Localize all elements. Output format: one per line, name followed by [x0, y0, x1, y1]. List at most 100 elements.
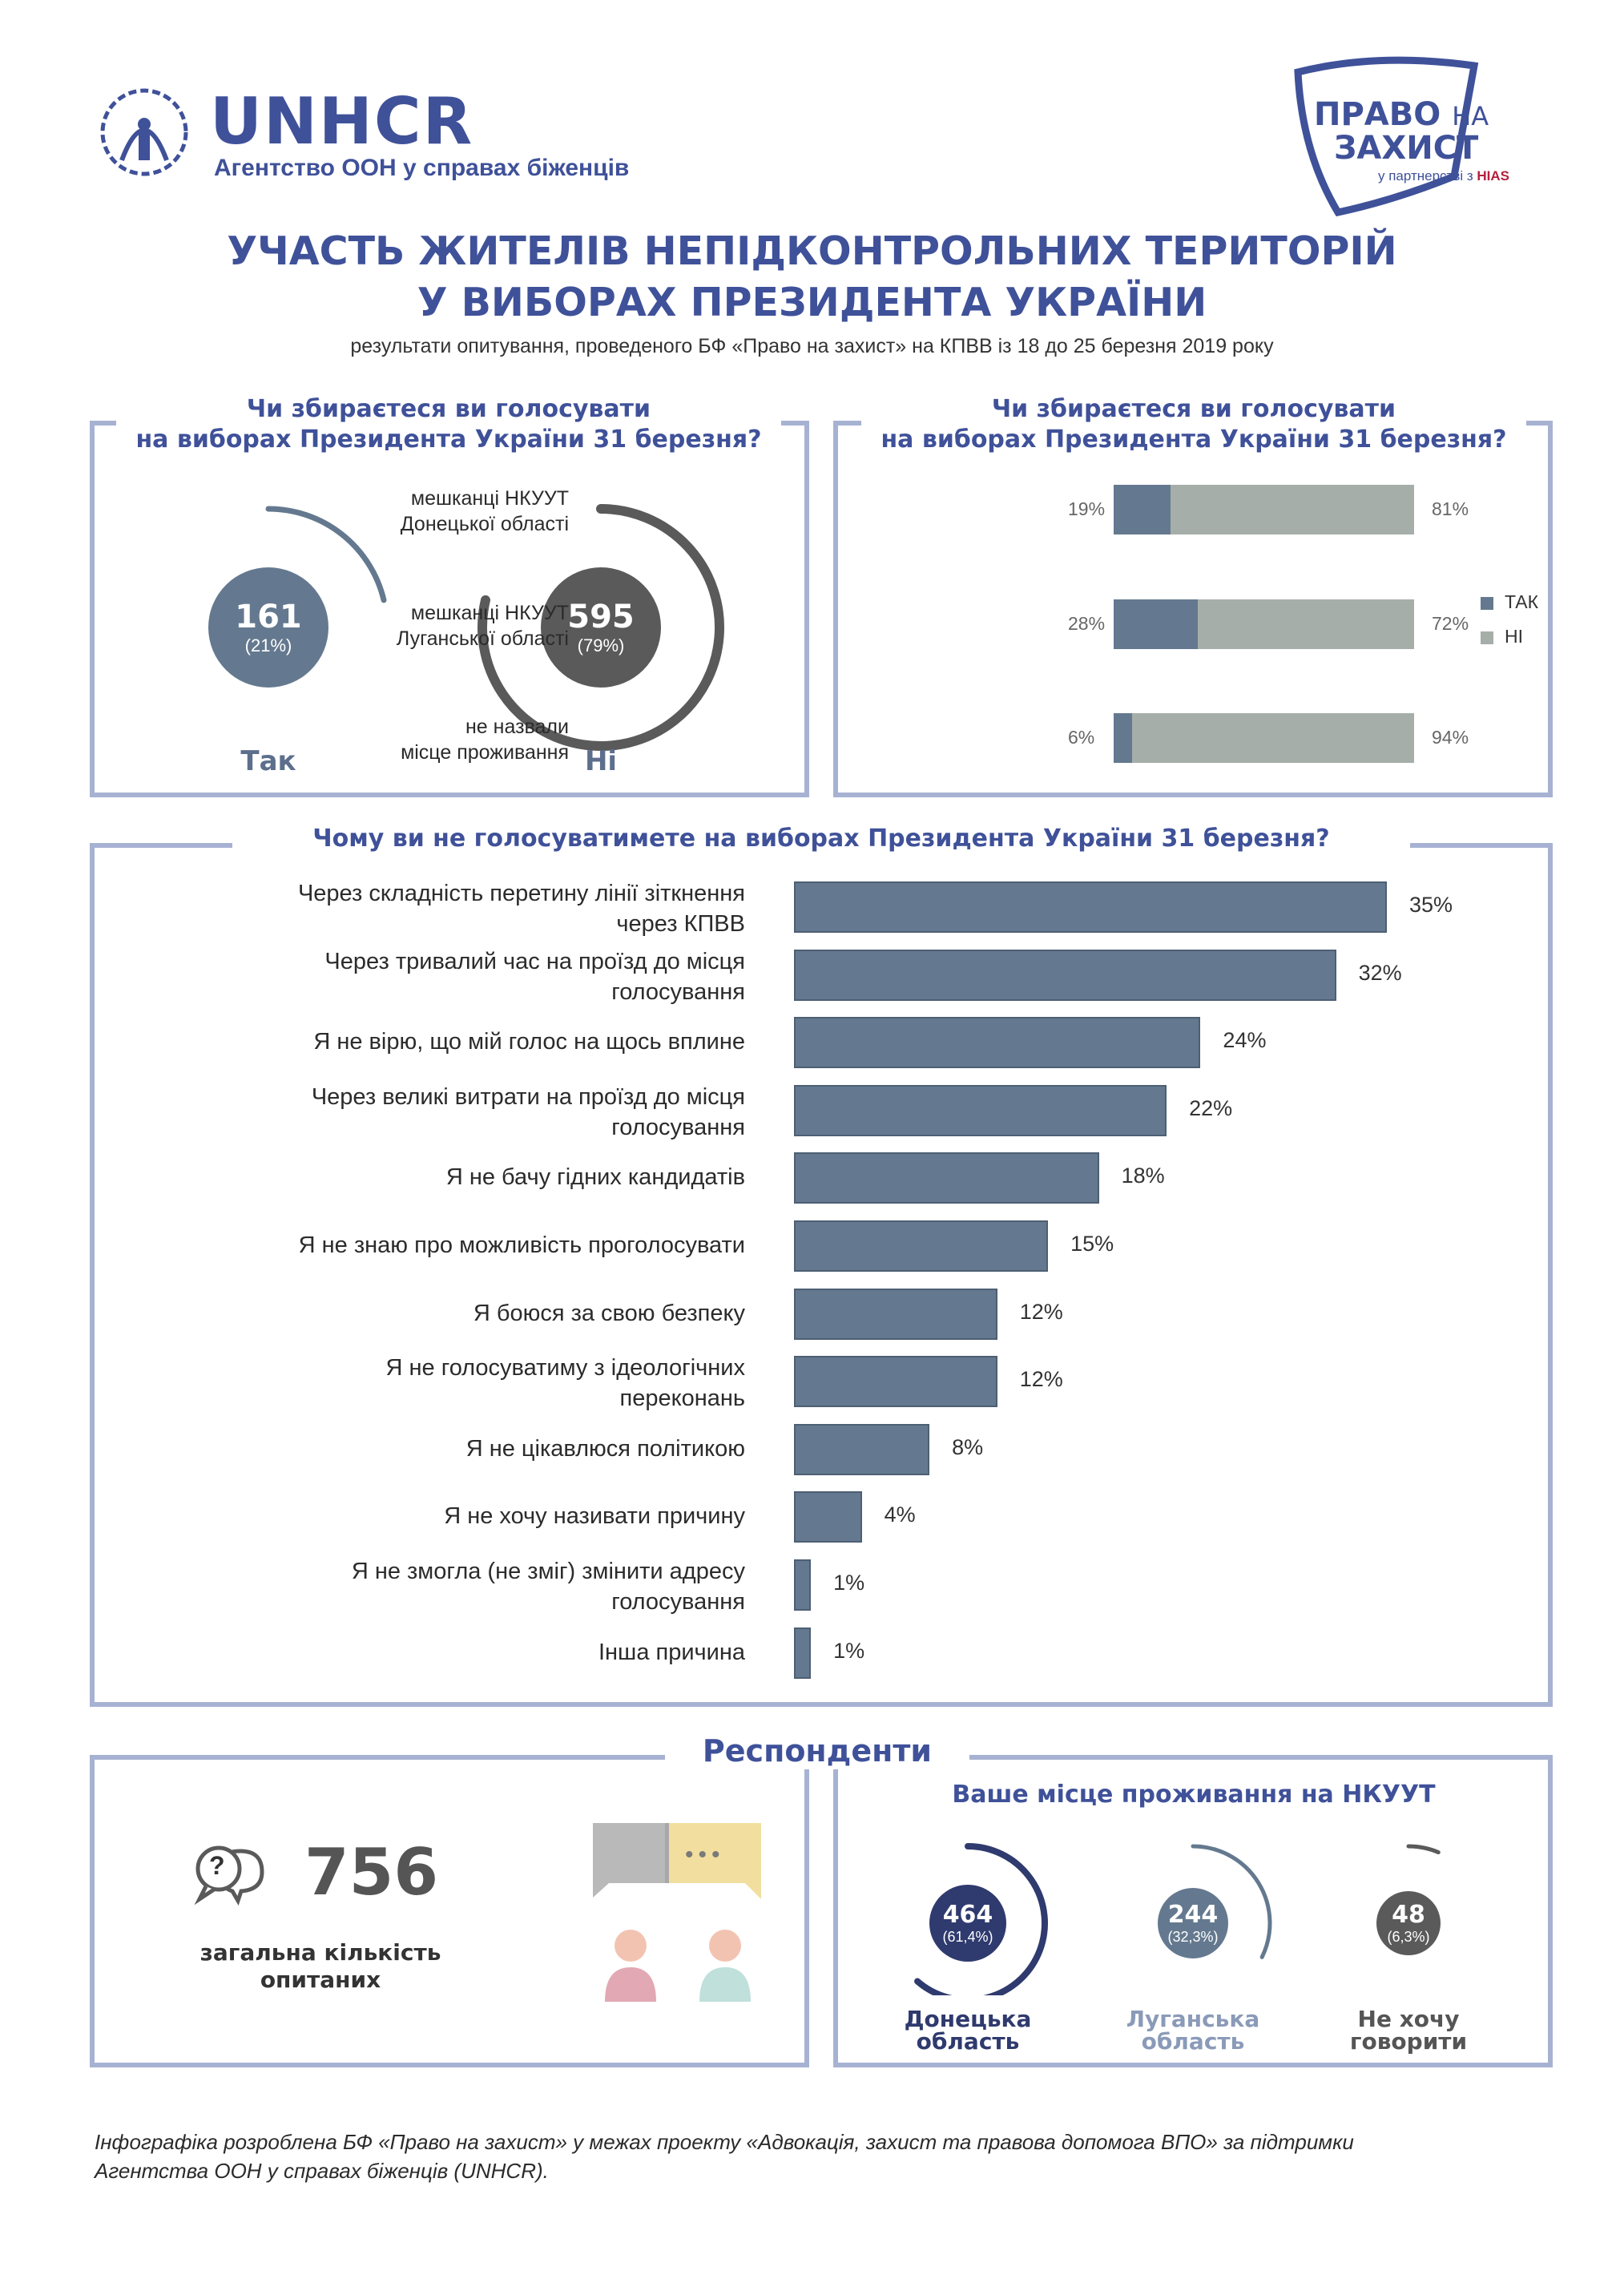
- reason-label: Через великі витрати на проїзд до місця г…: [311, 1084, 745, 1140]
- chat-people-icon: •••: [589, 1819, 769, 2003]
- reason-value: 35%: [1409, 893, 1453, 917]
- question-mark: ?: [209, 1851, 225, 1880]
- residence-value: 464: [942, 1901, 993, 1929]
- page-title-line2: У ВИБОРАХ ПРЕЗИДЕНТА УКРАЇНИ: [417, 280, 1207, 325]
- reason-value: 12%: [1019, 1300, 1063, 1324]
- footer-line1: Інфографіка розроблена БФ «Право на захи…: [95, 2130, 1354, 2154]
- no-caption: Ні: [584, 745, 618, 777]
- vote-intent-title: Чи збираєтеся ви голосувати на виборах П…: [116, 394, 781, 455]
- yes-arc: [265, 506, 387, 603]
- residence-arc: [1406, 1844, 1441, 1855]
- reason-bar: [794, 1085, 1167, 1136]
- reason-bar: [794, 1628, 812, 1679]
- region-label: не назвали місце проживання: [401, 716, 569, 764]
- vote-intent-title-line1: Чи збираєтеся ви голосувати: [246, 395, 651, 423]
- residence-value: 244: [1167, 1901, 1219, 1929]
- reason-label: Я не голосуватиму з ідеологічних перекона…: [385, 1355, 745, 1411]
- reason-bar: [794, 1289, 997, 1340]
- reason-label: Я не змогла (не зміг) змінити адресу голо…: [351, 1559, 745, 1615]
- partner-sub: у партнерстві з: [1378, 168, 1473, 184]
- yes-caption: Так: [240, 745, 296, 777]
- residence-arc: [1191, 1844, 1272, 1959]
- respondents-left-frame: [90, 1755, 809, 2067]
- reason-label: Я не знаю про можливість проголосувати: [298, 1232, 745, 1258]
- total-respondents: 756: [304, 1835, 438, 1910]
- legend-no-swatch: [1481, 631, 1493, 644]
- residence-circle: 244 (32,3%): [1158, 1888, 1228, 1958]
- respondents-right-frame: [833, 1755, 1553, 2067]
- no-circle: 595 (79%): [541, 567, 661, 688]
- reason-label: Через тривалий час на проїзд до місця гол…: [324, 949, 745, 1005]
- reason-bar: [794, 1017, 1201, 1068]
- reason-label: Я не бачу гідних кандидатів: [445, 1164, 745, 1190]
- residence-arc: [914, 1843, 1048, 1995]
- yes-value: 161: [235, 599, 302, 635]
- region-intent-title-line1: Чи збираєтеся ви голосувати: [991, 395, 1396, 423]
- yes-segment: [1114, 599, 1198, 649]
- yes-percent-label: 28%: [1068, 613, 1106, 634]
- total-label-line1: загальна кількість: [199, 1939, 441, 1966]
- partner-logo: ПРАВО НА ЗАХИСТ у партнерстві з HIAS: [1282, 56, 1546, 216]
- vote-intent-chart: [265, 504, 724, 751]
- unhcr-logo: UNHCR Агентство ООН у справах біженців: [90, 84, 651, 188]
- reason-value: 1%: [833, 1639, 865, 1663]
- reason-label: Я не цікавлюся політикою: [465, 1436, 745, 1462]
- reason-value: 32%: [1358, 961, 1402, 985]
- residence-circle: 464 (61,4%): [929, 1885, 1006, 1962]
- residence-circle: 48 (6,3%): [1376, 1891, 1441, 1955]
- no-segment: [1131, 713, 1414, 763]
- no-value: 595: [567, 599, 635, 635]
- no-percent: (79%): [577, 635, 625, 655]
- residence-chart: [914, 1843, 1441, 1995]
- yes-percent-label: 6%: [1068, 727, 1095, 748]
- no-percent-label: 94%: [1432, 727, 1469, 748]
- reason-label: Я боюся за свою безпеку: [473, 1301, 745, 1326]
- region-label: мешканці НКУУТ Донецької області: [400, 487, 569, 535]
- page-subtitle: результати опитування, проведеного БФ «П…: [350, 335, 1274, 357]
- partner-name-2: ЗАХИСТ: [1334, 130, 1479, 167]
- region-intent-title-line2: на виборах Президента України 31 березня…: [881, 426, 1507, 454]
- reason-value: 15%: [1070, 1232, 1114, 1256]
- residence-percent: (32,3%): [1167, 1929, 1219, 1945]
- footer-note: Інфографіка розроблена БФ «Право на захи…: [95, 2128, 1553, 2185]
- reason-label: Інша причина: [598, 1640, 745, 1665]
- reason-value: 22%: [1189, 1096, 1233, 1120]
- reason-bar: [794, 1152, 1099, 1204]
- unhcr-tagline: Агентство ООН у справах біженців: [214, 155, 630, 181]
- reason-value: 12%: [1019, 1367, 1063, 1391]
- legend-no-label: НІ: [1505, 626, 1523, 647]
- page-title-line1: УЧАСТЬ ЖИТЕЛІВ НЕПІДКОНТРОЛЬНИХ ТЕРИТОРІ…: [227, 228, 1397, 274]
- reason-bar: [794, 1491, 862, 1543]
- legend-yes-label: ТАК: [1505, 591, 1539, 612]
- reason-value: 8%: [952, 1435, 984, 1459]
- hias-logo: HIAS: [1477, 168, 1510, 184]
- no-segment: [1198, 599, 1414, 649]
- reason-label: Я не вірю, що мій голос на щось вплине: [313, 1029, 745, 1055]
- reason-bar: [794, 950, 1336, 1001]
- no-arc: [478, 504, 724, 751]
- reason-bar: [794, 1356, 997, 1407]
- reason-bar: [794, 1559, 812, 1611]
- reason-value: 24%: [1223, 1028, 1267, 1052]
- reason-label: Я не хочу називати причину: [444, 1503, 745, 1529]
- partner-name-1: ПРАВО: [1314, 96, 1441, 133]
- reason-label: Через складність перетину лінії зіткненн…: [297, 881, 745, 937]
- region-intent-title: Чи збираєтеся ви голосувати на виборах П…: [861, 394, 1526, 455]
- yes-segment: [1114, 713, 1132, 763]
- yes-percent: (21%): [244, 635, 292, 655]
- partner-name-1b: НА: [1452, 101, 1489, 131]
- reason-value: 18%: [1121, 1164, 1165, 1188]
- no-percent-label: 81%: [1432, 498, 1469, 519]
- total-respondents-label: загальна кількість опитаних: [160, 1939, 481, 1994]
- reason-bar: [794, 1424, 930, 1475]
- question-bubble-icon: ?: [188, 1843, 276, 1923]
- chat-dots: •••: [685, 1841, 725, 1868]
- no-percent-label: 72%: [1432, 613, 1469, 634]
- respondents-title: Респонденти: [665, 1732, 969, 1769]
- no-segment: [1171, 485, 1414, 534]
- unhcr-name: UNHCR: [210, 84, 474, 159]
- yes-circle: 161 (21%): [208, 567, 328, 688]
- reason-value: 4%: [884, 1502, 916, 1527]
- residence-caption: Луганська область: [1126, 2006, 1260, 2055]
- residence-caption: Донецька область: [904, 2006, 1032, 2055]
